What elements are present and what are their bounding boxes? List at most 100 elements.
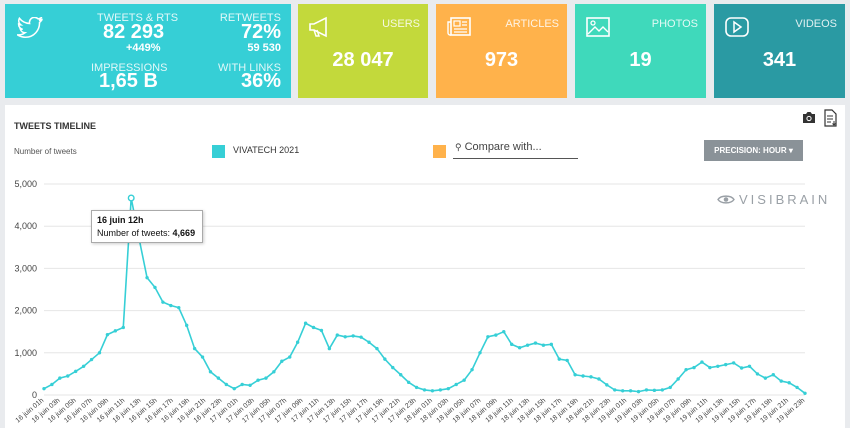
data-point[interactable] <box>502 330 506 334</box>
data-point[interactable] <box>533 341 538 345</box>
data-point[interactable] <box>74 369 78 374</box>
data-point[interactable] <box>676 377 680 381</box>
data-point[interactable] <box>399 373 403 377</box>
data-point[interactable] <box>256 378 260 382</box>
camera-icon[interactable] <box>802 111 816 124</box>
data-point[interactable] <box>81 364 86 369</box>
data-point[interactable] <box>121 325 125 330</box>
data-point[interactable] <box>145 275 149 280</box>
data-point[interactable] <box>668 385 672 390</box>
data-point[interactable] <box>224 382 229 387</box>
data-point[interactable] <box>652 388 657 393</box>
data-point[interactable] <box>303 321 308 325</box>
data-point[interactable] <box>660 388 665 392</box>
data-point[interactable] <box>351 334 355 338</box>
data-point[interactable] <box>327 346 332 351</box>
series-legend-label[interactable]: VIVATECH 2021 <box>233 145 300 155</box>
data-point[interactable] <box>66 374 70 378</box>
data-point[interactable] <box>58 376 62 380</box>
data-point[interactable] <box>763 376 768 380</box>
data-point[interactable] <box>42 386 46 391</box>
data-point[interactable] <box>565 358 569 363</box>
data-point[interactable] <box>383 357 387 361</box>
series-legend-swatch[interactable] <box>212 145 225 158</box>
data-point[interactable] <box>573 373 577 377</box>
data-point[interactable] <box>517 346 522 350</box>
data-point[interactable] <box>684 367 688 372</box>
data-point[interactable] <box>208 370 213 374</box>
data-point[interactable] <box>438 388 443 392</box>
compare-input[interactable]: ⚲ Compare with... <box>453 141 578 159</box>
data-point[interactable] <box>113 329 118 333</box>
data-point[interactable] <box>288 355 292 359</box>
data-point[interactable] <box>430 389 435 393</box>
data-point[interactable] <box>311 325 316 330</box>
data-point[interactable] <box>177 305 181 310</box>
data-point[interactable] <box>295 340 300 344</box>
data-point[interactable] <box>248 383 252 387</box>
data-point[interactable] <box>795 385 799 390</box>
data-point[interactable] <box>462 378 466 382</box>
data-point[interactable] <box>549 342 554 347</box>
data-point[interactable] <box>747 364 752 369</box>
data-point[interactable] <box>406 380 411 385</box>
data-point[interactable] <box>422 388 427 392</box>
data-point[interactable] <box>739 366 744 370</box>
data-point[interactable] <box>127 194 135 202</box>
data-point[interactable] <box>414 385 419 390</box>
precision-dropdown[interactable]: PRECISION: HOUR ▾ <box>704 140 803 161</box>
data-point[interactable] <box>454 382 458 387</box>
data-point[interactable] <box>636 389 641 394</box>
data-point[interactable] <box>755 372 760 376</box>
data-point[interactable] <box>494 333 498 337</box>
data-point[interactable] <box>153 285 157 290</box>
data-point[interactable] <box>105 332 110 337</box>
data-point[interactable] <box>525 343 530 347</box>
data-point[interactable] <box>161 300 165 304</box>
data-point[interactable] <box>581 374 585 378</box>
data-point[interactable] <box>232 386 236 391</box>
data-point[interactable] <box>644 388 649 392</box>
data-point[interactable] <box>470 367 474 372</box>
data-point[interactable] <box>192 346 197 351</box>
data-point[interactable] <box>200 355 205 359</box>
data-point[interactable] <box>272 370 276 374</box>
data-point[interactable] <box>240 382 244 387</box>
data-point[interactable] <box>557 357 561 361</box>
data-point[interactable] <box>803 391 807 396</box>
data-point[interactable] <box>628 389 633 393</box>
data-point[interactable] <box>731 361 736 365</box>
data-point[interactable] <box>97 351 102 355</box>
data-point[interactable] <box>375 346 379 351</box>
data-point[interactable] <box>486 335 490 339</box>
data-point[interactable] <box>771 373 775 377</box>
data-point[interactable] <box>700 360 704 364</box>
data-point[interactable] <box>509 342 514 347</box>
data-point[interactable] <box>264 376 268 380</box>
data-point[interactable] <box>597 377 601 381</box>
data-point[interactable] <box>541 343 546 347</box>
data-point[interactable] <box>391 365 395 370</box>
data-point[interactable] <box>779 379 783 383</box>
data-point[interactable] <box>359 335 363 339</box>
data-point[interactable] <box>620 389 625 393</box>
data-point[interactable] <box>184 323 189 328</box>
data-point[interactable] <box>708 365 712 370</box>
data-point[interactable] <box>367 340 371 344</box>
data-point[interactable] <box>446 386 450 391</box>
export-document-icon[interactable] <box>824 109 838 127</box>
data-point[interactable] <box>335 333 340 337</box>
data-point[interactable] <box>89 357 94 362</box>
data-point[interactable] <box>589 375 593 379</box>
data-point[interactable] <box>605 383 609 387</box>
data-point[interactable] <box>724 362 728 367</box>
data-point[interactable] <box>280 359 284 363</box>
data-point[interactable] <box>216 376 221 380</box>
data-point[interactable] <box>787 381 791 385</box>
data-point[interactable] <box>50 382 54 387</box>
data-point[interactable] <box>613 388 617 392</box>
data-point[interactable] <box>319 328 324 333</box>
data-point[interactable] <box>716 364 720 369</box>
data-point[interactable] <box>478 351 482 355</box>
